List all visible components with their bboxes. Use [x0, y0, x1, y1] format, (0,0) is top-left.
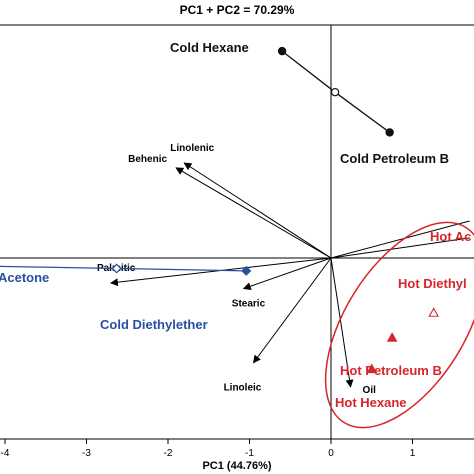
- label-cold-petroleum-b: Cold Petroleum B: [340, 151, 449, 166]
- data-point-hot: [386, 332, 398, 342]
- loading-vector-behenic: [175, 167, 332, 259]
- x-axis-label: PC1 (44.76%): [202, 460, 271, 472]
- loading-vector-linolenic: [183, 162, 332, 259]
- x-tick-label: -1: [245, 448, 254, 459]
- data-point-cold: [330, 87, 340, 97]
- vector-label-oil: Oil: [363, 385, 377, 396]
- vector-label-linolenic: Linolenic: [170, 143, 214, 154]
- loading-vector-oil: [330, 257, 354, 388]
- loading-vector: [330, 237, 470, 259]
- x-tick-label: -4: [1, 448, 10, 459]
- loading-vector: [330, 220, 470, 259]
- vector-label-linoleic: Linoleic: [224, 383, 262, 394]
- hot-group-ellipse: [324, 221, 474, 429]
- data-point-hot: [428, 307, 440, 317]
- x-tick-label: 0: [328, 448, 334, 459]
- x-tick-label: -3: [82, 448, 91, 459]
- vector-label-stearic: Stearic: [232, 299, 266, 310]
- loading-vector-stearic: [242, 257, 332, 291]
- x-tick-label: 1: [410, 448, 416, 459]
- loading-vector-linoleic: [252, 257, 332, 364]
- label-hot-acetone: Hot Ac: [430, 229, 471, 244]
- data-point-acetone-diethylether: [241, 265, 252, 276]
- data-point-cold: [277, 46, 287, 56]
- plot-frame: [0, 24, 474, 440]
- chart-title: PC1 + PC2 = 70.29%: [180, 3, 295, 17]
- data-point-hot: [366, 363, 378, 374]
- label-acetone: Acetone: [0, 270, 49, 285]
- vector-label-behenic: Behenic: [128, 154, 167, 165]
- data-point-cold: [385, 128, 394, 137]
- label-hot-petroleum-b: Hot Petroleum B: [340, 363, 442, 378]
- label-cold-diethylether: Cold Diethylether: [100, 317, 208, 332]
- label-cold-hexane: Cold Hexane: [170, 40, 249, 55]
- label-hot-diethylether: Hot Diethyl: [398, 276, 467, 291]
- x-tick-label: -2: [164, 448, 173, 459]
- data-point-acetone-diethylether: [111, 263, 122, 274]
- label-hot-hexane: Hot Hexane: [335, 395, 407, 410]
